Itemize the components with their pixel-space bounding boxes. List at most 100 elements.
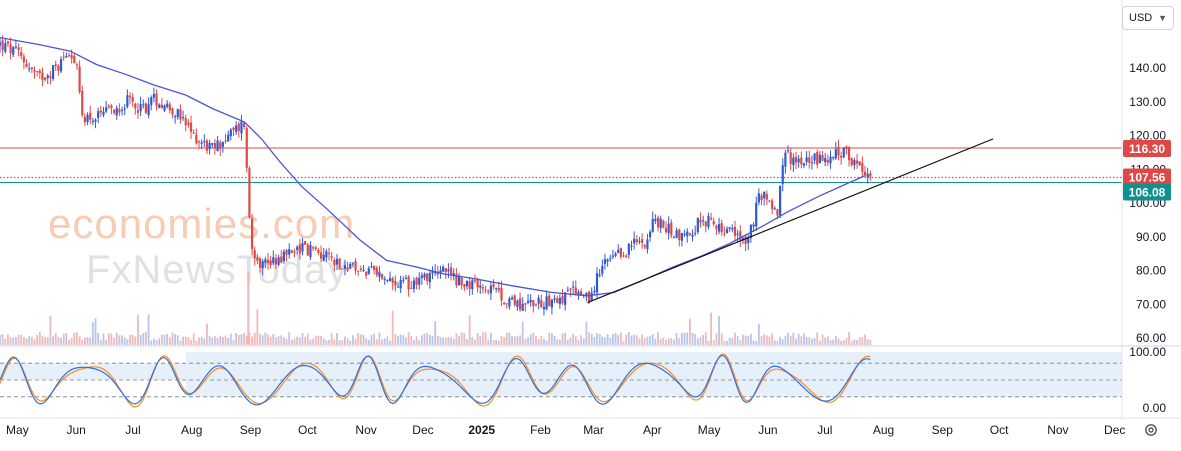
volume-bar	[572, 334, 575, 345]
volume-bar	[378, 332, 381, 345]
candle-body	[717, 224, 721, 232]
volume-bar	[418, 340, 421, 345]
candle-body	[57, 65, 60, 71]
candle-body	[333, 260, 336, 266]
volume-bar	[474, 339, 476, 345]
candle-body	[136, 110, 140, 113]
candle-body	[747, 237, 750, 244]
candle-body	[105, 107, 108, 112]
candle-body	[375, 267, 378, 275]
candle-body	[78, 66, 81, 92]
candle-body	[736, 233, 739, 235]
candle-body	[702, 220, 705, 222]
volume-bar	[375, 339, 378, 345]
volume-bar	[20, 334, 23, 345]
volume-bar	[508, 332, 511, 345]
volume-bar	[78, 336, 81, 345]
candle-body	[832, 157, 835, 159]
volume-bar	[532, 332, 535, 345]
candle-body	[280, 256, 283, 263]
volume-bars	[0, 272, 872, 345]
volume-bar	[646, 336, 649, 345]
volume-bar	[351, 335, 354, 345]
volume-bar	[160, 334, 163, 345]
candle-body	[158, 104, 161, 108]
time-tick-label: Oct	[990, 423, 1009, 437]
candle-body	[847, 146, 851, 161]
volume-bar	[619, 332, 622, 345]
candle-body	[590, 292, 593, 301]
candle-body	[351, 263, 354, 265]
currency-select[interactable]: USD ▼	[1122, 6, 1174, 30]
candle-body	[725, 228, 729, 233]
candle-body	[67, 55, 71, 57]
chart-settings-button[interactable]	[1140, 420, 1162, 440]
volume-bar	[543, 339, 545, 345]
volume-bar	[482, 332, 484, 345]
candle-body	[534, 304, 538, 306]
candle-body	[407, 276, 410, 290]
volume-bar	[221, 336, 224, 345]
candle-body	[648, 231, 652, 238]
volume-bar	[673, 339, 675, 345]
volume-bar	[630, 335, 633, 345]
candle-body	[365, 271, 368, 276]
volume-bar	[293, 338, 296, 345]
candle-body	[229, 129, 232, 137]
volume-bar	[826, 336, 829, 345]
candle-body	[25, 64, 28, 68]
candle-body	[147, 104, 150, 116]
time-tick-label: Oct	[298, 423, 317, 437]
volume-bar	[187, 337, 190, 345]
volume-bar	[484, 332, 487, 345]
candle-body	[617, 249, 620, 254]
volume-bar	[357, 332, 360, 345]
volume-bar	[60, 338, 62, 345]
volume-bar	[195, 340, 198, 345]
candle-body	[633, 238, 636, 244]
volume-bar	[28, 336, 31, 345]
candle-body	[792, 157, 795, 165]
candle-body	[211, 143, 214, 145]
volume-bar	[715, 333, 718, 345]
candle-body	[452, 272, 455, 276]
volume-bar	[789, 335, 792, 345]
candle-body	[418, 277, 421, 285]
candle-body	[540, 300, 543, 307]
candle-body	[83, 116, 87, 123]
candle-body	[805, 157, 808, 162]
volume-bar	[129, 334, 131, 345]
volume-bar	[545, 340, 548, 345]
candle-body	[638, 241, 641, 243]
candle-body	[715, 225, 718, 230]
candle-body	[28, 68, 31, 70]
candle-body	[367, 268, 370, 274]
candle-body	[595, 273, 599, 293]
volume-bar	[850, 340, 853, 345]
candle-body	[274, 258, 278, 265]
volume-bar	[643, 338, 646, 345]
candle-body	[670, 222, 673, 236]
volume-bar	[460, 332, 463, 345]
volume-bar	[694, 334, 697, 345]
volume-bar	[779, 336, 781, 345]
volume-bar	[214, 336, 216, 345]
volume-bar	[237, 335, 240, 345]
volume-bar	[688, 318, 691, 345]
candle-body	[683, 233, 686, 235]
volume-bar	[283, 337, 285, 345]
candle-body	[712, 221, 715, 225]
volume-bar	[734, 332, 736, 345]
candle-body	[444, 268, 447, 273]
candle-body	[680, 233, 684, 241]
volume-bar	[686, 332, 689, 345]
time-tick-label: May	[6, 423, 29, 437]
candle-body	[412, 280, 416, 289]
time-tick-label: Aug	[181, 423, 202, 437]
volume-bar	[436, 335, 439, 345]
candle-body	[627, 243, 630, 255]
volume-bar	[261, 335, 264, 345]
candle-body	[768, 200, 771, 202]
